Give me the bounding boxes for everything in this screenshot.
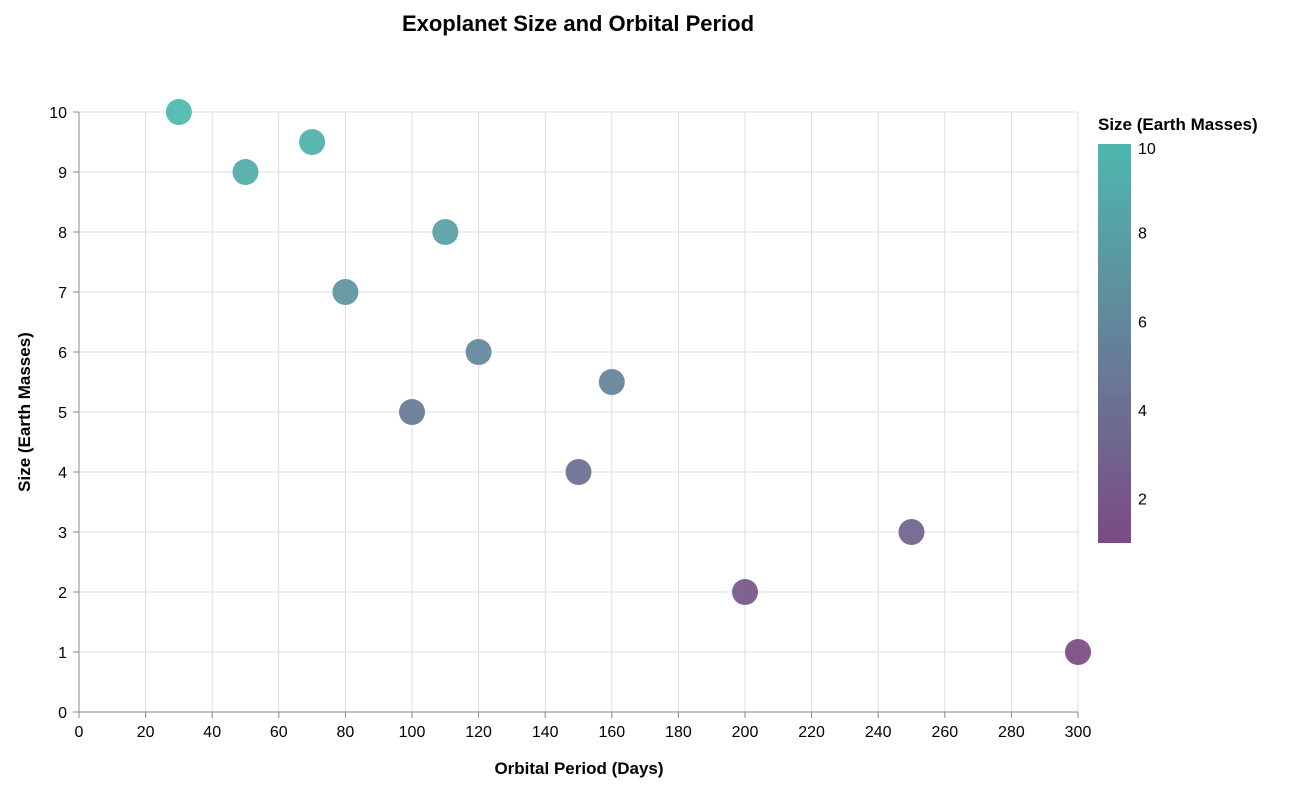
data-point bbox=[898, 519, 925, 545]
x-tick-label: 40 bbox=[203, 724, 221, 741]
y-tick-label: 1 bbox=[58, 645, 67, 662]
x-tick-label: 60 bbox=[270, 724, 288, 741]
x-tick-label: 120 bbox=[465, 724, 492, 741]
grid bbox=[79, 111, 1079, 712]
x-tick-label: 0 bbox=[75, 724, 84, 741]
y-axis-title: Size (Earth Masses) bbox=[15, 332, 34, 492]
legend-tick-label: 6 bbox=[1138, 314, 1147, 331]
x-tick-label: 20 bbox=[137, 724, 155, 741]
x-tick-label: 220 bbox=[798, 724, 825, 741]
legend-tick-label: 10 bbox=[1138, 141, 1156, 158]
y-tick-label: 5 bbox=[58, 405, 67, 422]
x-tick-label: 200 bbox=[732, 724, 759, 741]
y-tick-label: 10 bbox=[49, 105, 67, 122]
x-axis-title: Orbital Period (Days) bbox=[494, 759, 663, 778]
data-point bbox=[332, 279, 359, 305]
axes: 0 20 40 60 80 100 120 140 160 180 200 220 240 260 280 3… bbox=[49, 105, 1091, 741]
y-tick-label: 8 bbox=[58, 225, 67, 242]
x-tick-label: 240 bbox=[865, 724, 892, 741]
data-point bbox=[432, 219, 459, 245]
x-tick-label: 300 bbox=[1065, 724, 1092, 741]
chart-title: Exoplanet Size and Orbital Period bbox=[402, 11, 754, 36]
y-tick-label: 7 bbox=[58, 285, 67, 302]
x-tick-label: 180 bbox=[665, 724, 692, 741]
data-point bbox=[232, 159, 259, 185]
y-tick-label: 2 bbox=[58, 585, 67, 602]
legend-tick-label: 4 bbox=[1138, 403, 1147, 420]
x-tick-label: 140 bbox=[532, 724, 559, 741]
data-point bbox=[299, 129, 326, 155]
legend-tick-label: 8 bbox=[1138, 226, 1147, 243]
x-tick-label: 260 bbox=[931, 724, 958, 741]
data-point bbox=[399, 399, 425, 425]
data-point bbox=[165, 99, 192, 125]
y-tick-label: 0 bbox=[58, 705, 67, 722]
legend-gradient-bar bbox=[1098, 144, 1131, 543]
data-point bbox=[732, 579, 758, 605]
y-tick-label: 6 bbox=[58, 345, 67, 362]
data-points bbox=[165, 99, 1091, 665]
data-point bbox=[465, 339, 492, 365]
y-tick-label: 9 bbox=[58, 165, 67, 182]
data-point bbox=[565, 459, 592, 485]
data-point bbox=[1065, 639, 1091, 665]
color-legend: Size (Earth Masses) 2 4 6 8 10 bbox=[1098, 115, 1258, 543]
legend-tick-label: 2 bbox=[1138, 492, 1147, 509]
legend-title: Size (Earth Masses) bbox=[1098, 115, 1258, 134]
x-tick-label: 80 bbox=[337, 724, 355, 741]
y-tick-label: 4 bbox=[58, 465, 67, 482]
x-tick-label: 160 bbox=[598, 724, 625, 741]
y-tick-label: 3 bbox=[58, 525, 67, 542]
x-tick-label: 280 bbox=[998, 724, 1025, 741]
data-point bbox=[598, 369, 625, 395]
x-tick-label: 100 bbox=[399, 724, 426, 741]
